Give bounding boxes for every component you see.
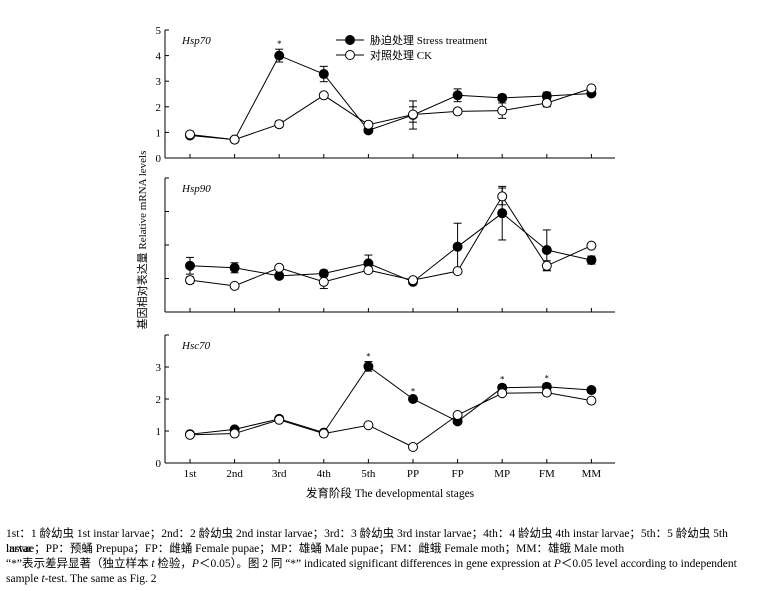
data-point-ck: [452, 106, 463, 117]
data-point-ck: [318, 428, 329, 439]
data-point-stress: [318, 69, 329, 80]
data-point-ck: [229, 280, 240, 291]
data-point-ck: [274, 262, 285, 273]
data-point-stress: [185, 260, 195, 271]
data-point-ck: [586, 395, 597, 406]
data-point-ck: [497, 105, 508, 116]
y-tick-label: 3: [156, 76, 162, 88]
series-line: [189, 54, 592, 141]
x-tick-label: FM: [539, 468, 555, 480]
x-tick-label: 1st: [184, 468, 197, 480]
data-point-stress: [363, 361, 374, 372]
data-point-stress: [497, 92, 508, 103]
data-point-ck: [185, 275, 195, 286]
data-point-ck: [274, 414, 285, 425]
data-point-ck: [452, 266, 463, 277]
panel-title: Hsp70: [181, 35, 211, 47]
panel-title: Hsc70: [181, 340, 211, 352]
data-point-ck: [408, 275, 418, 286]
caption-line-2: larvae；PP：预蛹 Prepupa；FP：雌蛹 Female pupae；…: [6, 543, 625, 555]
data-point-ck: [363, 119, 374, 130]
x-tick-label: 2nd: [226, 468, 243, 480]
series-line: [189, 195, 592, 287]
significance-star: *: [500, 375, 505, 385]
y-tick-label: 1: [156, 127, 162, 139]
data-point-stress: [586, 255, 597, 266]
data-point-ck: [274, 119, 285, 130]
data-point-ck: [408, 109, 418, 120]
data-point-stress: [452, 241, 463, 252]
y-axis-label: 基因相对表达量 Relative mRNA levels: [135, 151, 149, 330]
series-line: [189, 392, 592, 448]
y-tick-label: 2: [156, 102, 162, 114]
legend-marker-stress: [345, 35, 355, 45]
data-point-ck: [541, 387, 552, 398]
significance-star: *: [545, 374, 550, 384]
legend-marker-ck: [345, 50, 355, 60]
significance-star: *: [366, 352, 371, 362]
data-point-ck: [363, 420, 374, 431]
data-point-stress: [229, 262, 240, 273]
data-point-ck: [541, 97, 552, 108]
x-tick-label: 5th: [361, 468, 376, 480]
legend-label-ck: 对照处理 CK: [370, 48, 432, 62]
y-tick-label: 1: [156, 426, 162, 438]
data-point-ck: [541, 260, 552, 271]
data-point-stress: [497, 208, 508, 219]
data-point-ck: [185, 129, 195, 140]
caption-line-1: 1st：1 龄幼虫 1st instar larvae；2nd：2 龄幼虫 2n…: [6, 528, 728, 555]
data-point-ck: [497, 388, 508, 399]
series-line: [189, 365, 592, 435]
data-point-ck: [452, 410, 463, 420]
x-tick-label: 4th: [317, 468, 332, 480]
x-tick-label: 3rd: [272, 468, 287, 480]
data-point-ck: [185, 429, 195, 440]
figure-panel: 0 1 2 3 4 5 Hsp70 * Hsp90 0 1 2 3 1st 2nd 3rd 4th 5th PP FP…: [135, 25, 615, 500]
y-tick-label: 4: [156, 51, 162, 63]
data-point-ck: [497, 191, 508, 202]
data-point-ck: [318, 276, 329, 287]
significance-star: *: [277, 39, 282, 49]
y-tick-label: 0: [156, 458, 162, 470]
data-point-stress: [408, 394, 418, 404]
y-tick-label: 5: [156, 25, 162, 37]
legend-label-stress: 胁迫处理 Stress treatment: [370, 33, 487, 47]
series-line: [189, 212, 592, 283]
x-tick-label: MM: [582, 468, 602, 480]
data-point-ck: [318, 90, 329, 101]
data-point-stress: [318, 268, 329, 279]
x-tick-label: MP: [494, 468, 510, 480]
y-tick-label: 0: [156, 153, 162, 165]
significance-star: *: [411, 386, 416, 396]
data-point-ck: [586, 83, 597, 94]
data-point-ck: [229, 428, 240, 439]
y-tick-label: 2: [156, 394, 162, 406]
data-point-ck: [408, 442, 418, 452]
panel-title: Hsp90: [181, 183, 211, 195]
data-point-ck: [363, 265, 374, 276]
x-axis-label: 发育阶段 The developmental stages: [306, 486, 475, 500]
x-tick-label: FP: [451, 468, 463, 480]
caption-line-4: sample t-test. The same as Fig. 2: [6, 573, 157, 585]
caption-line-3: “*”表示差异显著（独立样本 t 检验，P＜0.05）。图 2 同 “*” in…: [6, 558, 737, 570]
x-tick-label: PP: [407, 468, 419, 480]
data-point-stress: [452, 90, 463, 101]
data-point-ck: [586, 240, 597, 251]
data-point-stress: [274, 50, 285, 61]
data-point-stress: [586, 385, 597, 396]
y-tick-label: 3: [156, 362, 162, 374]
data-point-ck: [229, 134, 240, 145]
data-point-stress: [541, 245, 552, 256]
series-line: [189, 87, 592, 141]
